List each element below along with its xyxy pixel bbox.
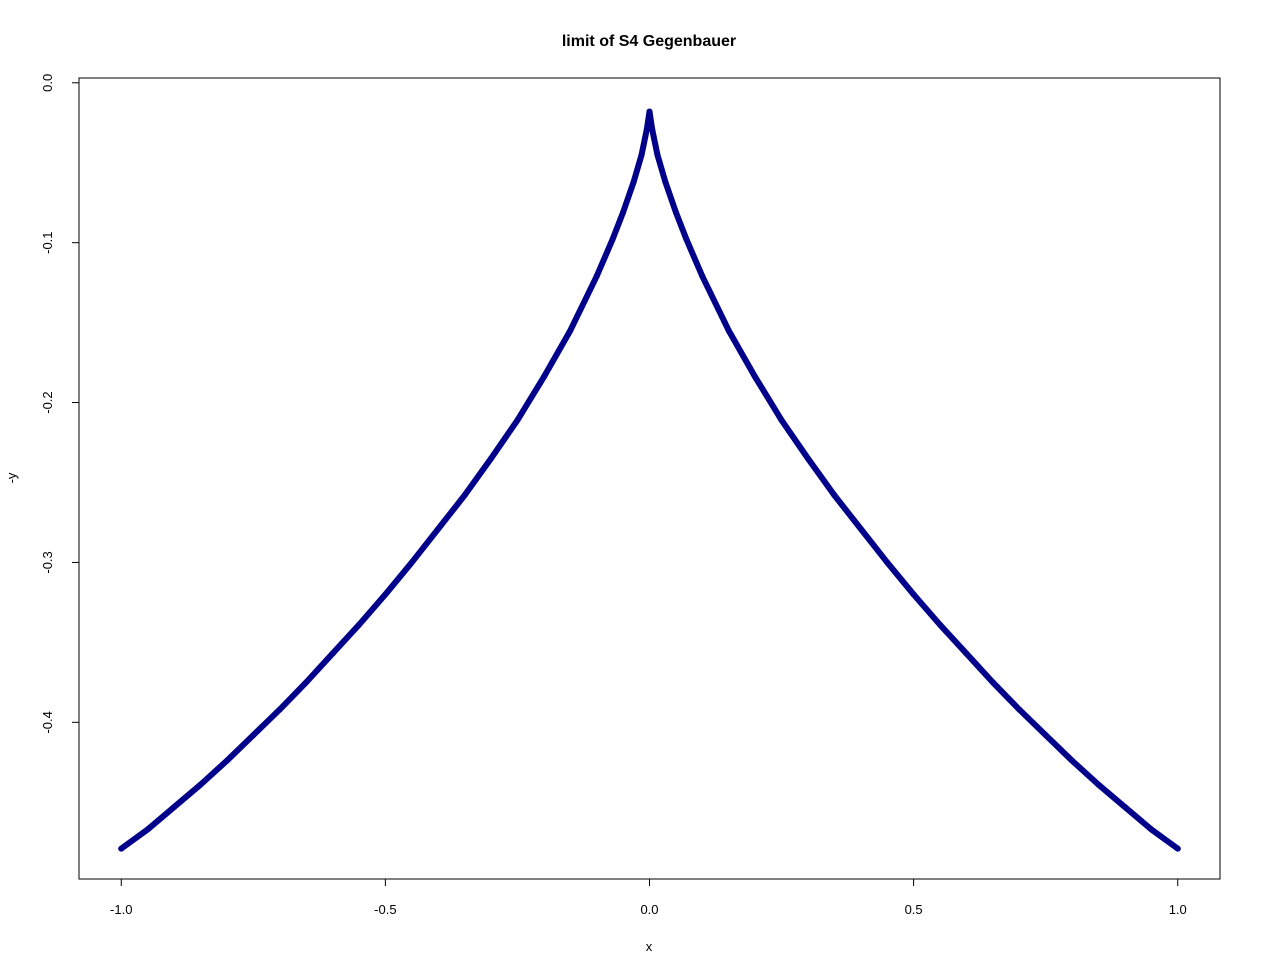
data-point	[223, 757, 230, 764]
data-point	[514, 417, 521, 424]
data-point	[963, 650, 970, 657]
x-tick-label: 0.0	[640, 902, 658, 917]
y-tick-label: 0.0	[40, 74, 55, 92]
data-point	[638, 151, 645, 158]
data-point	[778, 417, 785, 424]
data-point	[303, 679, 310, 686]
y-tick-label: -0.4	[40, 711, 55, 733]
data-point	[567, 327, 574, 334]
data-point	[488, 455, 495, 462]
data-point	[461, 492, 468, 499]
data-point	[725, 327, 732, 334]
x-tick-label: -0.5	[374, 902, 396, 917]
data-point	[989, 679, 996, 686]
data-point	[540, 373, 547, 380]
y-axis: 0.0 -0.1 -0.2 -0.3 -0.4	[40, 74, 80, 734]
series-line	[118, 108, 1181, 852]
plot-area-frame	[78, 77, 1221, 880]
x-axis: -1.0 -0.5 0.0 0.5 1.0	[110, 878, 1187, 917]
data-point	[435, 525, 442, 532]
data-point	[171, 804, 178, 811]
data-point	[1174, 845, 1181, 852]
series-points	[118, 108, 1181, 852]
data-point	[197, 781, 204, 788]
x-tick-label: 1.0	[1169, 902, 1187, 917]
data-point	[593, 273, 600, 280]
data-point	[620, 209, 627, 216]
data-point	[672, 209, 679, 216]
data-point	[683, 236, 690, 243]
chart-title: limit of S4 Gegenbauer	[562, 33, 736, 50]
data-point	[382, 591, 389, 598]
data-point	[937, 621, 944, 628]
data-point	[144, 826, 151, 833]
data-point	[1095, 781, 1102, 788]
data-point	[609, 236, 616, 243]
data-point	[408, 559, 415, 566]
data-point	[276, 706, 283, 713]
data-point	[1148, 826, 1155, 833]
data-point	[329, 650, 336, 657]
x-tick-label: 0.5	[905, 902, 923, 917]
x-axis-label: x	[646, 939, 653, 954]
data-point	[1121, 804, 1128, 811]
data-point	[654, 151, 661, 158]
data-point	[884, 559, 891, 566]
data-point	[662, 178, 669, 185]
data-point	[630, 178, 637, 185]
data-point	[857, 525, 864, 532]
data-point	[1016, 706, 1023, 713]
data-point	[1042, 732, 1049, 739]
data-point	[752, 373, 759, 380]
data-point	[649, 126, 656, 133]
data-point	[118, 845, 125, 852]
data-point	[699, 273, 706, 280]
data-point	[910, 591, 917, 598]
y-tick-label: -0.3	[40, 551, 55, 573]
x-tick-label: -1.0	[110, 902, 132, 917]
y-tick-label: -0.2	[40, 391, 55, 413]
y-tick-label: -0.1	[40, 231, 55, 253]
data-point	[643, 126, 650, 133]
data-point	[831, 492, 838, 499]
y-axis-label: -y	[4, 472, 19, 483]
data-point	[646, 108, 653, 115]
data-point	[355, 621, 362, 628]
data-point	[804, 455, 811, 462]
data-point	[1069, 757, 1076, 764]
data-point	[250, 732, 257, 739]
